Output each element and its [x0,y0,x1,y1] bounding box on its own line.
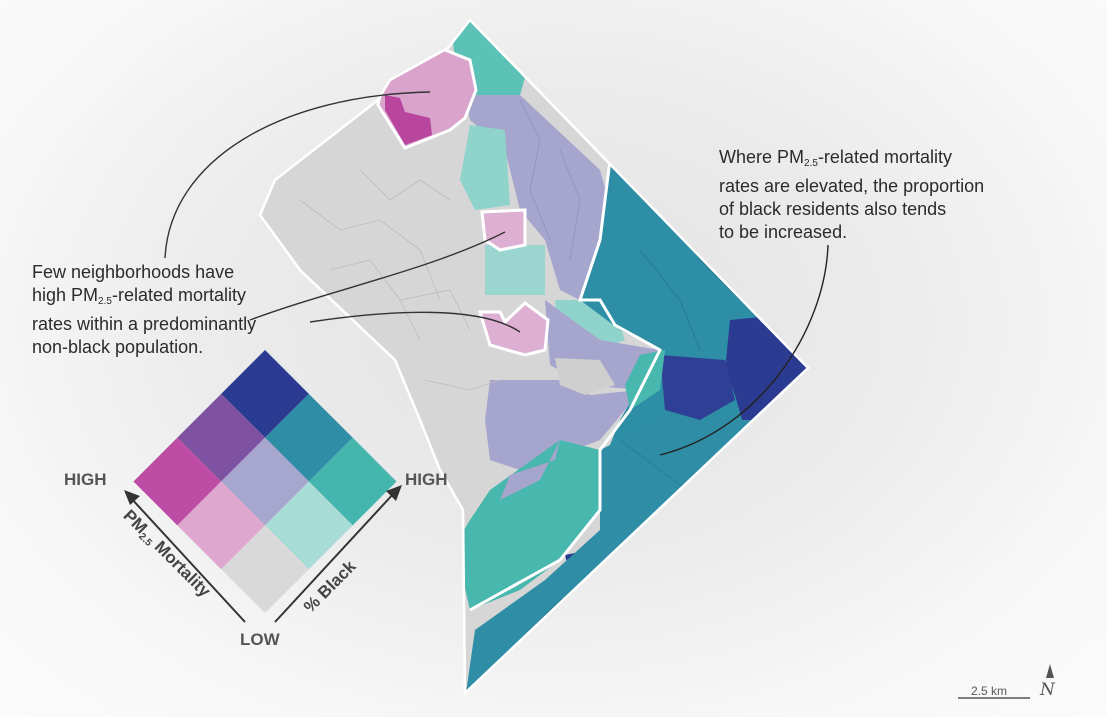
region-lavender-center [485,380,640,470]
dc-outline [258,18,810,696]
annotation-right-line1-sub: 2.5 [804,158,818,169]
legend-high-left: HIGH [64,470,107,489]
region-pink-center-north [480,208,527,252]
leader-line-center [249,231,506,321]
annotation-right-line1: Where PM2.5-related mortality [719,146,984,175]
north-letter: N [1040,680,1055,700]
annotation-left-line4: non-black population. [32,337,204,357]
bivariate-legend [133,350,397,614]
leader-line-nw [164,91,431,259]
annotation-right-line1-post: -related mortality [817,147,952,167]
annotation-left: Few neighborhoods have high PM2.5-relate… [32,261,256,359]
annotation-right-line1-pre: Where PM [719,147,805,167]
region-lavender-south [500,440,560,500]
annotation-left-line2: high PM2.5-related mortality [32,284,256,313]
legend-low: LOW [240,630,280,649]
annotation-left-line2-sub: 2.5 [98,296,112,307]
region-grey-center [555,358,615,395]
leader-line-south [309,311,521,333]
annotation-left-line1: Few neighborhoods have [32,262,235,282]
annotation-left-line2-pre: high PM [32,285,99,305]
leader-line-right [659,244,829,456]
region-south-teal [455,440,600,610]
north-arrow-icon [1046,664,1054,678]
region-teal-light-mid [485,245,545,295]
annotation-right-line4: to be increased. [719,222,848,242]
region-teal-light-north [460,125,510,210]
annotation-left-line2-post: -related mortality [111,285,246,305]
annotation-right-line3: of black residents also tends [719,199,947,219]
annotation-left-line3: rates within a predominantly [32,314,257,334]
region-magenta-nw [385,95,432,145]
region-boundary-outline [469,159,662,612]
legend-high-right: HIGH [405,470,448,489]
annotation-right: Where PM2.5-related mortality rates are … [719,146,984,244]
legend-cell-pm-low-black-mid [265,481,353,570]
legend-axis-pm [124,490,246,623]
scale-bar-label: 2.5 km [971,684,1008,698]
region-navy-mid [660,355,735,420]
legend-axis-black [274,485,402,623]
annotation-right-line2: rates are elevated, the proportion [719,176,985,196]
